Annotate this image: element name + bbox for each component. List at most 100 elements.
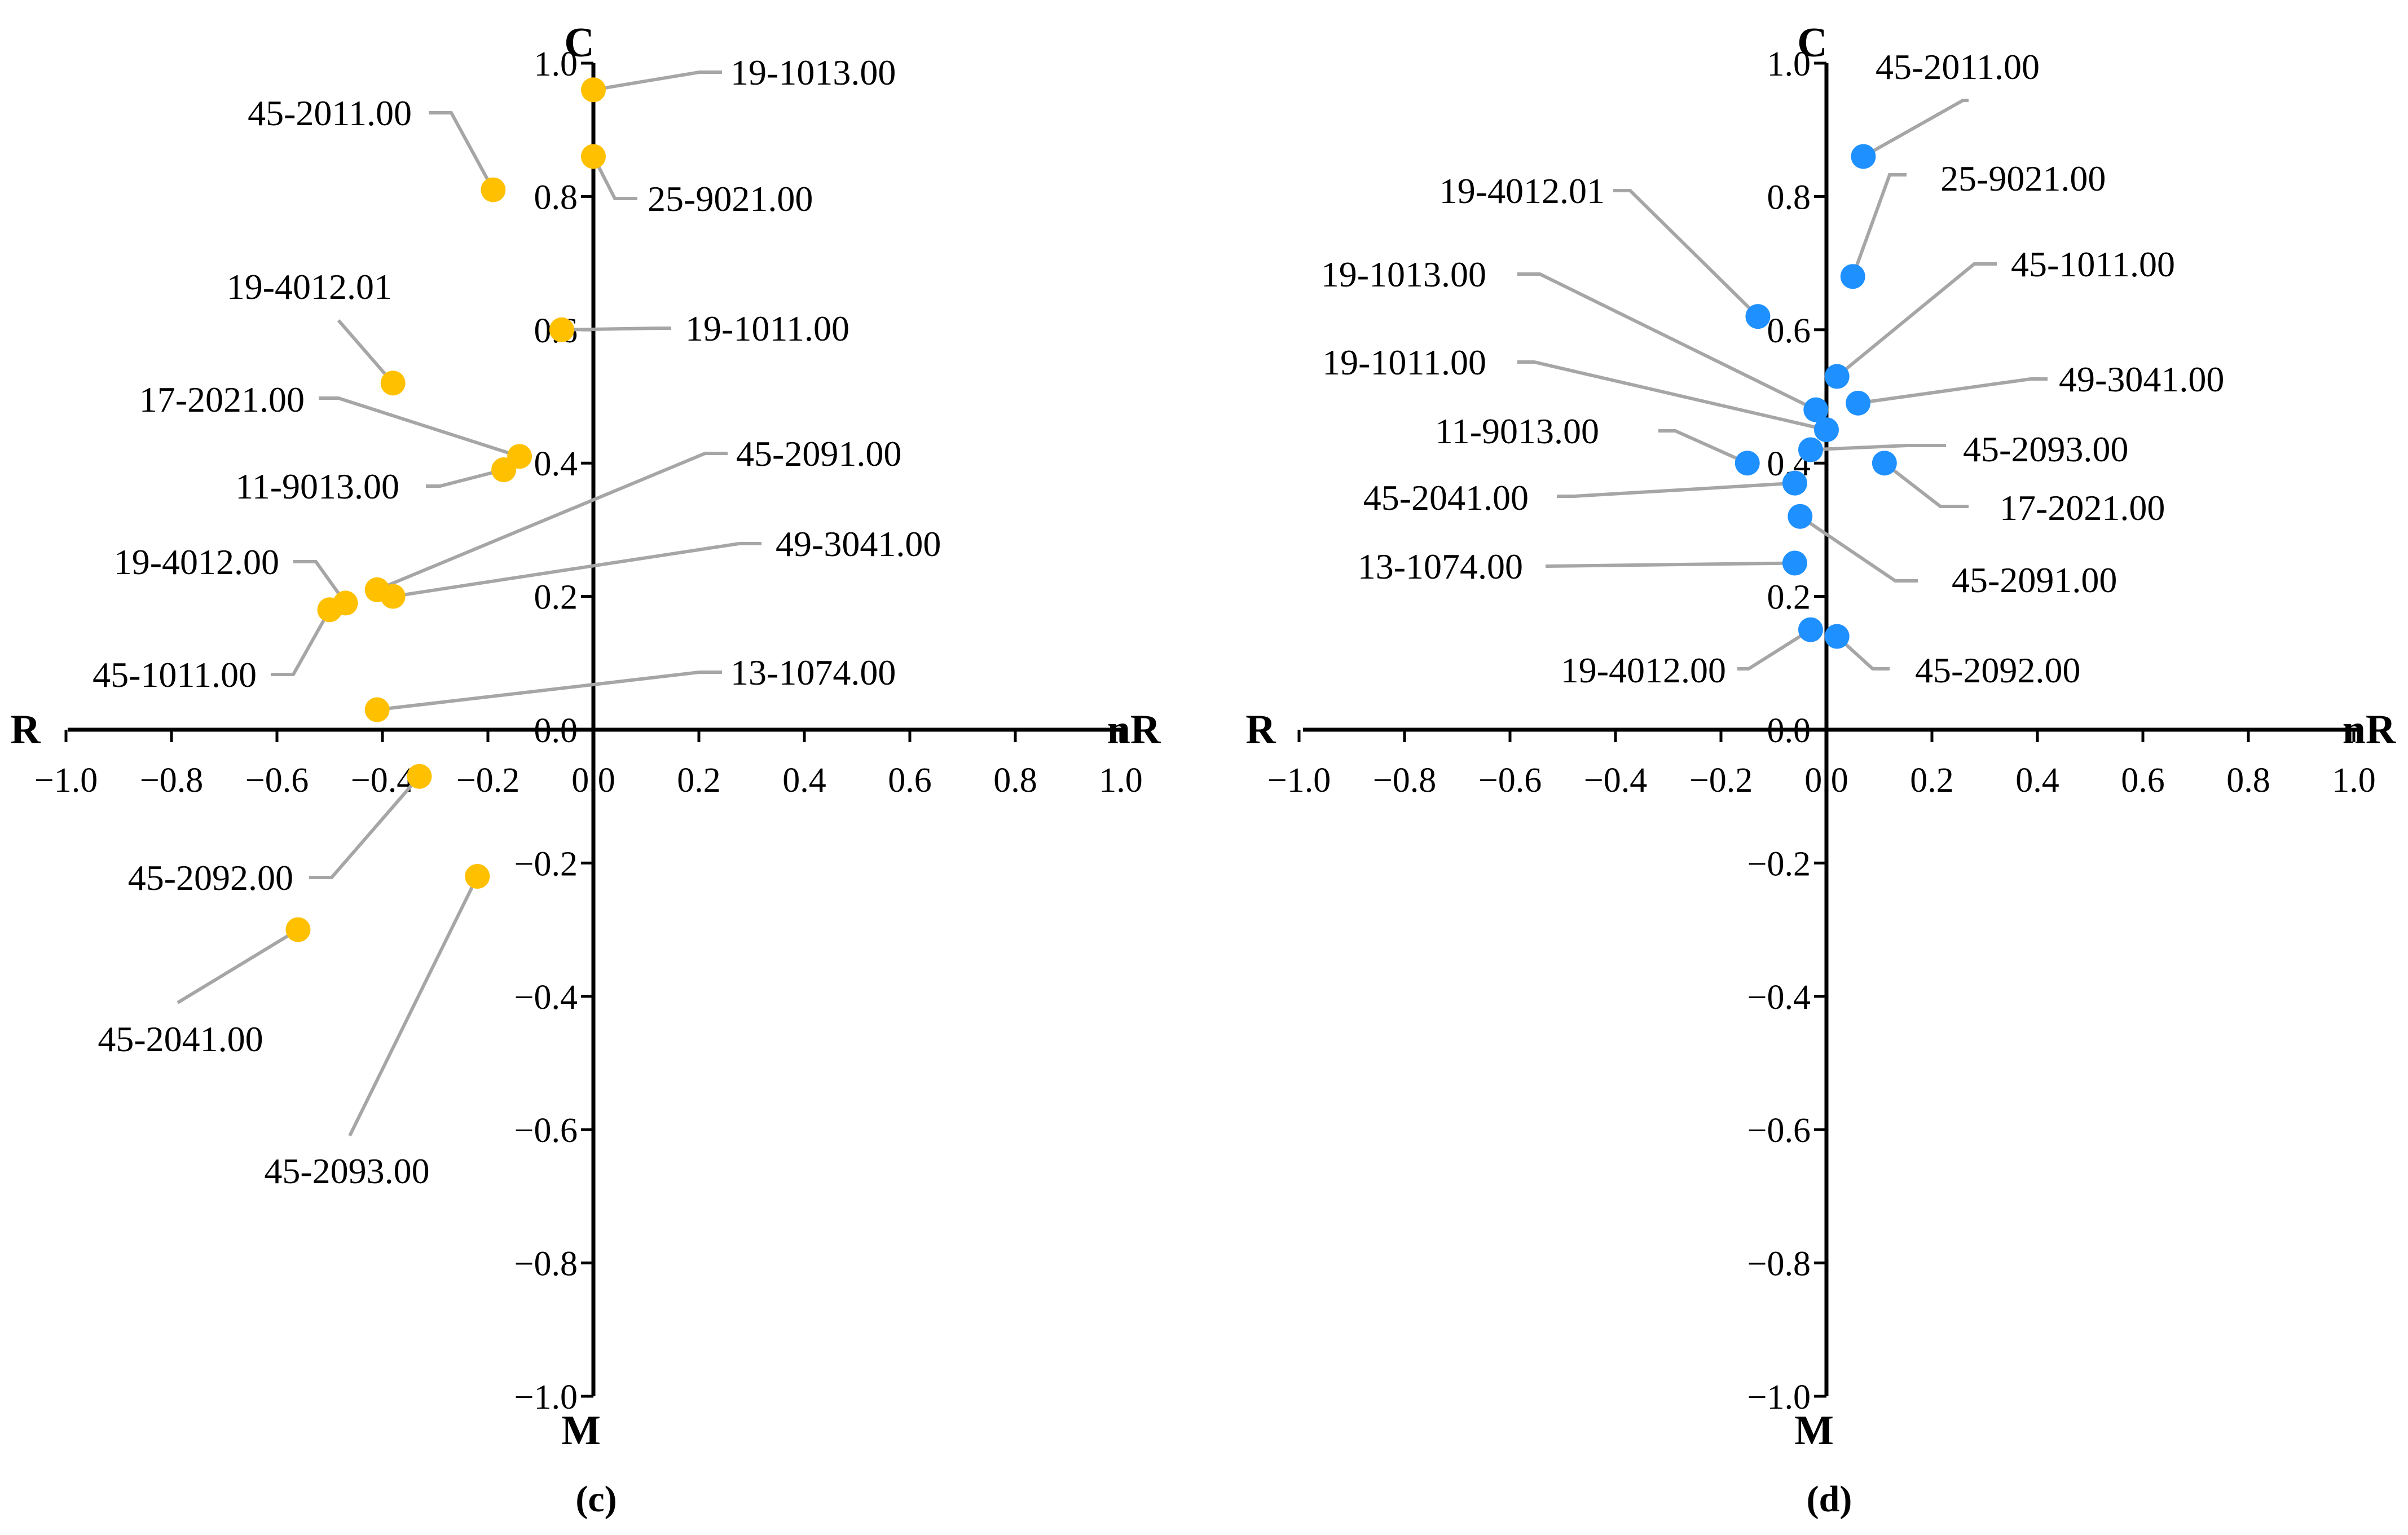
data-point-19-4012-00 [1798, 617, 1823, 642]
axis-label-left: R [1245, 707, 1276, 753]
panel-d: −1.0 −0.8 −0.6 −0.4 −0.2 0.0 0.2 0.4 0.6 0.8 1.0 1.… [1245, 20, 2397, 1520]
point-label-13-1074-00: 13-1074.00 [1358, 546, 1523, 586]
leader-line-19-4012-01 [337, 319, 394, 385]
leader-line-45-1011-00 [1835, 262, 1997, 378]
leader-line-45-2011-00 [1862, 99, 1969, 158]
point-label-19-1013-00: 19-1013.00 [1321, 254, 1486, 294]
axis-label-top: C [1797, 20, 1827, 66]
y-tick-label: −0.8 [1747, 1245, 1811, 1283]
data-point-45-1011-00 [1824, 364, 1850, 389]
axis-label-bottom: M [1794, 1408, 1834, 1454]
point-label-19-4012-01: 19-4012.01 [227, 267, 392, 307]
x-tick-label: 0.6 [888, 761, 932, 800]
point-label-19-4012-01: 19-4012.01 [1439, 171, 1605, 211]
y-tick-label: −0.6 [514, 1111, 578, 1150]
data-point-45-2093-00 [1798, 437, 1823, 462]
point-label-45-2093-00: 45-2093.00 [264, 1151, 429, 1191]
data-point-19-1013-00 [581, 77, 606, 103]
y-tick-label: 0.8 [1767, 178, 1811, 217]
point-label-45-2011-00: 45-2011.00 [248, 93, 412, 133]
y-tick-label: 0.4 [534, 445, 578, 483]
axis-label-right: nR [1107, 707, 1161, 753]
x-tick-label: 0.0 [1804, 761, 1848, 800]
leader-line-45-2093-00 [348, 875, 479, 1137]
x-tick-label: −0.8 [1373, 761, 1436, 800]
point-label-49-3041-00: 49-3041.00 [2059, 359, 2224, 399]
x-tick-label: 0.2 [677, 761, 721, 800]
x-tick-label: 0.4 [782, 761, 826, 800]
x-tick-label: −0.6 [1478, 761, 1542, 800]
y-tick-label: 0.0 [1767, 712, 1811, 750]
point-label-19-4012-00: 19-4012.00 [114, 542, 279, 582]
data-point-11-9013-00 [1735, 451, 1760, 476]
leader-line-19-1011-00 [1517, 360, 1827, 432]
leader-line-13-1074-00 [1545, 561, 1795, 568]
y-tick-label: −0.6 [1747, 1111, 1811, 1150]
point-label-45-2093-00: 45-2093.00 [1963, 429, 2128, 469]
point-label-45-1011-00: 45-1011.00 [93, 655, 257, 695]
data-point-49-3041-00 [1846, 390, 1871, 416]
data-point-49-3041-00 [380, 584, 406, 609]
data-point-25-9021-00 [581, 144, 606, 169]
y-tick-label: −0.4 [1747, 978, 1811, 1017]
axis-label-top: C [564, 20, 594, 66]
point-label-49-3041-00: 49-3041.00 [776, 524, 941, 564]
leader-line-11-9013-00 [1658, 429, 1748, 465]
data-point-13-1074-00 [364, 697, 390, 722]
panel-label: (d) [1807, 1479, 1852, 1520]
data-point-19-1013-00 [1803, 397, 1829, 422]
data-point-13-1074-00 [1782, 550, 1807, 576]
data-point-19-4012-01 [1745, 304, 1771, 329]
data-point-19-1011-00 [549, 317, 574, 342]
y-tick-label: −0.4 [514, 978, 578, 1017]
point-label-45-2011-00: 45-2011.00 [1876, 47, 2040, 87]
leader-line-25-9021-00 [1851, 173, 1907, 277]
x-tick-label: 0.6 [2121, 761, 2165, 800]
leader-line-49-3041-00 [393, 542, 761, 598]
x-tick-label: −0.8 [140, 761, 203, 800]
x-tick-label: −0.6 [245, 761, 309, 800]
x-tick-label: −0.4 [1584, 761, 1647, 800]
axis-label-right: nR [2343, 707, 2397, 753]
point-label-19-1011-00: 19-1011.00 [1322, 342, 1486, 382]
point-label-45-2041-00: 45-2041.00 [98, 1019, 263, 1059]
y-tick-label: 1.0 [534, 45, 578, 83]
point-label-19-4012-00: 19-4012.00 [1561, 650, 1726, 690]
data-point-45-2093-00 [465, 864, 490, 889]
point-label-45-1011-00: 45-1011.00 [2011, 244, 2175, 284]
leader-line-45-2091-00 [376, 452, 728, 592]
y-tick-label: 0.0 [534, 712, 578, 750]
panel-c: −1.0 −0.8 −0.6 −0.4 −0.2 0.0 0.2 0.4 0.6 0.8 1.0 1.… [10, 20, 1161, 1520]
data-point-19-4012-01 [380, 370, 406, 396]
point-label-45-2091-00: 45-2091.00 [1952, 560, 2117, 600]
y-tick-label: 0.2 [534, 579, 578, 617]
y-tick-label: −1.0 [514, 1378, 578, 1417]
point-label-11-9013-00: 11-9013.00 [235, 466, 399, 506]
data-point-25-9021-00 [1840, 264, 1865, 289]
leader-line-13-1074-00 [377, 671, 722, 712]
x-tick-label: 1.0 [2332, 761, 2376, 800]
point-label-25-9021-00: 25-9021.00 [1940, 158, 2106, 199]
leader-line-19-1013-00 [593, 70, 722, 92]
panel-label: (c) [575, 1479, 617, 1520]
y-tick-label: 0.8 [534, 178, 578, 217]
point-label-19-1011-00: 19-1011.00 [685, 308, 849, 349]
leader-line-45-2041-00 [177, 928, 299, 1004]
leader-line-17-2021-00 [319, 396, 521, 458]
point-label-17-2021-00: 17-2021.00 [2000, 488, 2165, 528]
x-tick-label: 0.4 [2015, 761, 2059, 800]
leader-line-19-1011-00 [561, 327, 671, 332]
point-label-19-1013-00: 19-1013.00 [730, 52, 896, 92]
data-point-45-1011-00 [317, 597, 342, 623]
x-tick-label: −0.2 [1689, 761, 1753, 800]
leader-line-25-9021-00 [592, 156, 637, 200]
leader-line-49-3041-00 [1857, 377, 2048, 405]
leader-line-45-2093-00 [1810, 444, 1946, 452]
data-point-45-2041-00 [1782, 470, 1807, 496]
axis-label-bottom: M [561, 1408, 601, 1454]
y-tick-label: −0.2 [1747, 845, 1811, 883]
x-tick-label: −1.0 [34, 761, 98, 800]
x-tick-label: 0.8 [993, 761, 1037, 800]
point-label-11-9013-00: 11-9013.00 [1435, 411, 1599, 451]
